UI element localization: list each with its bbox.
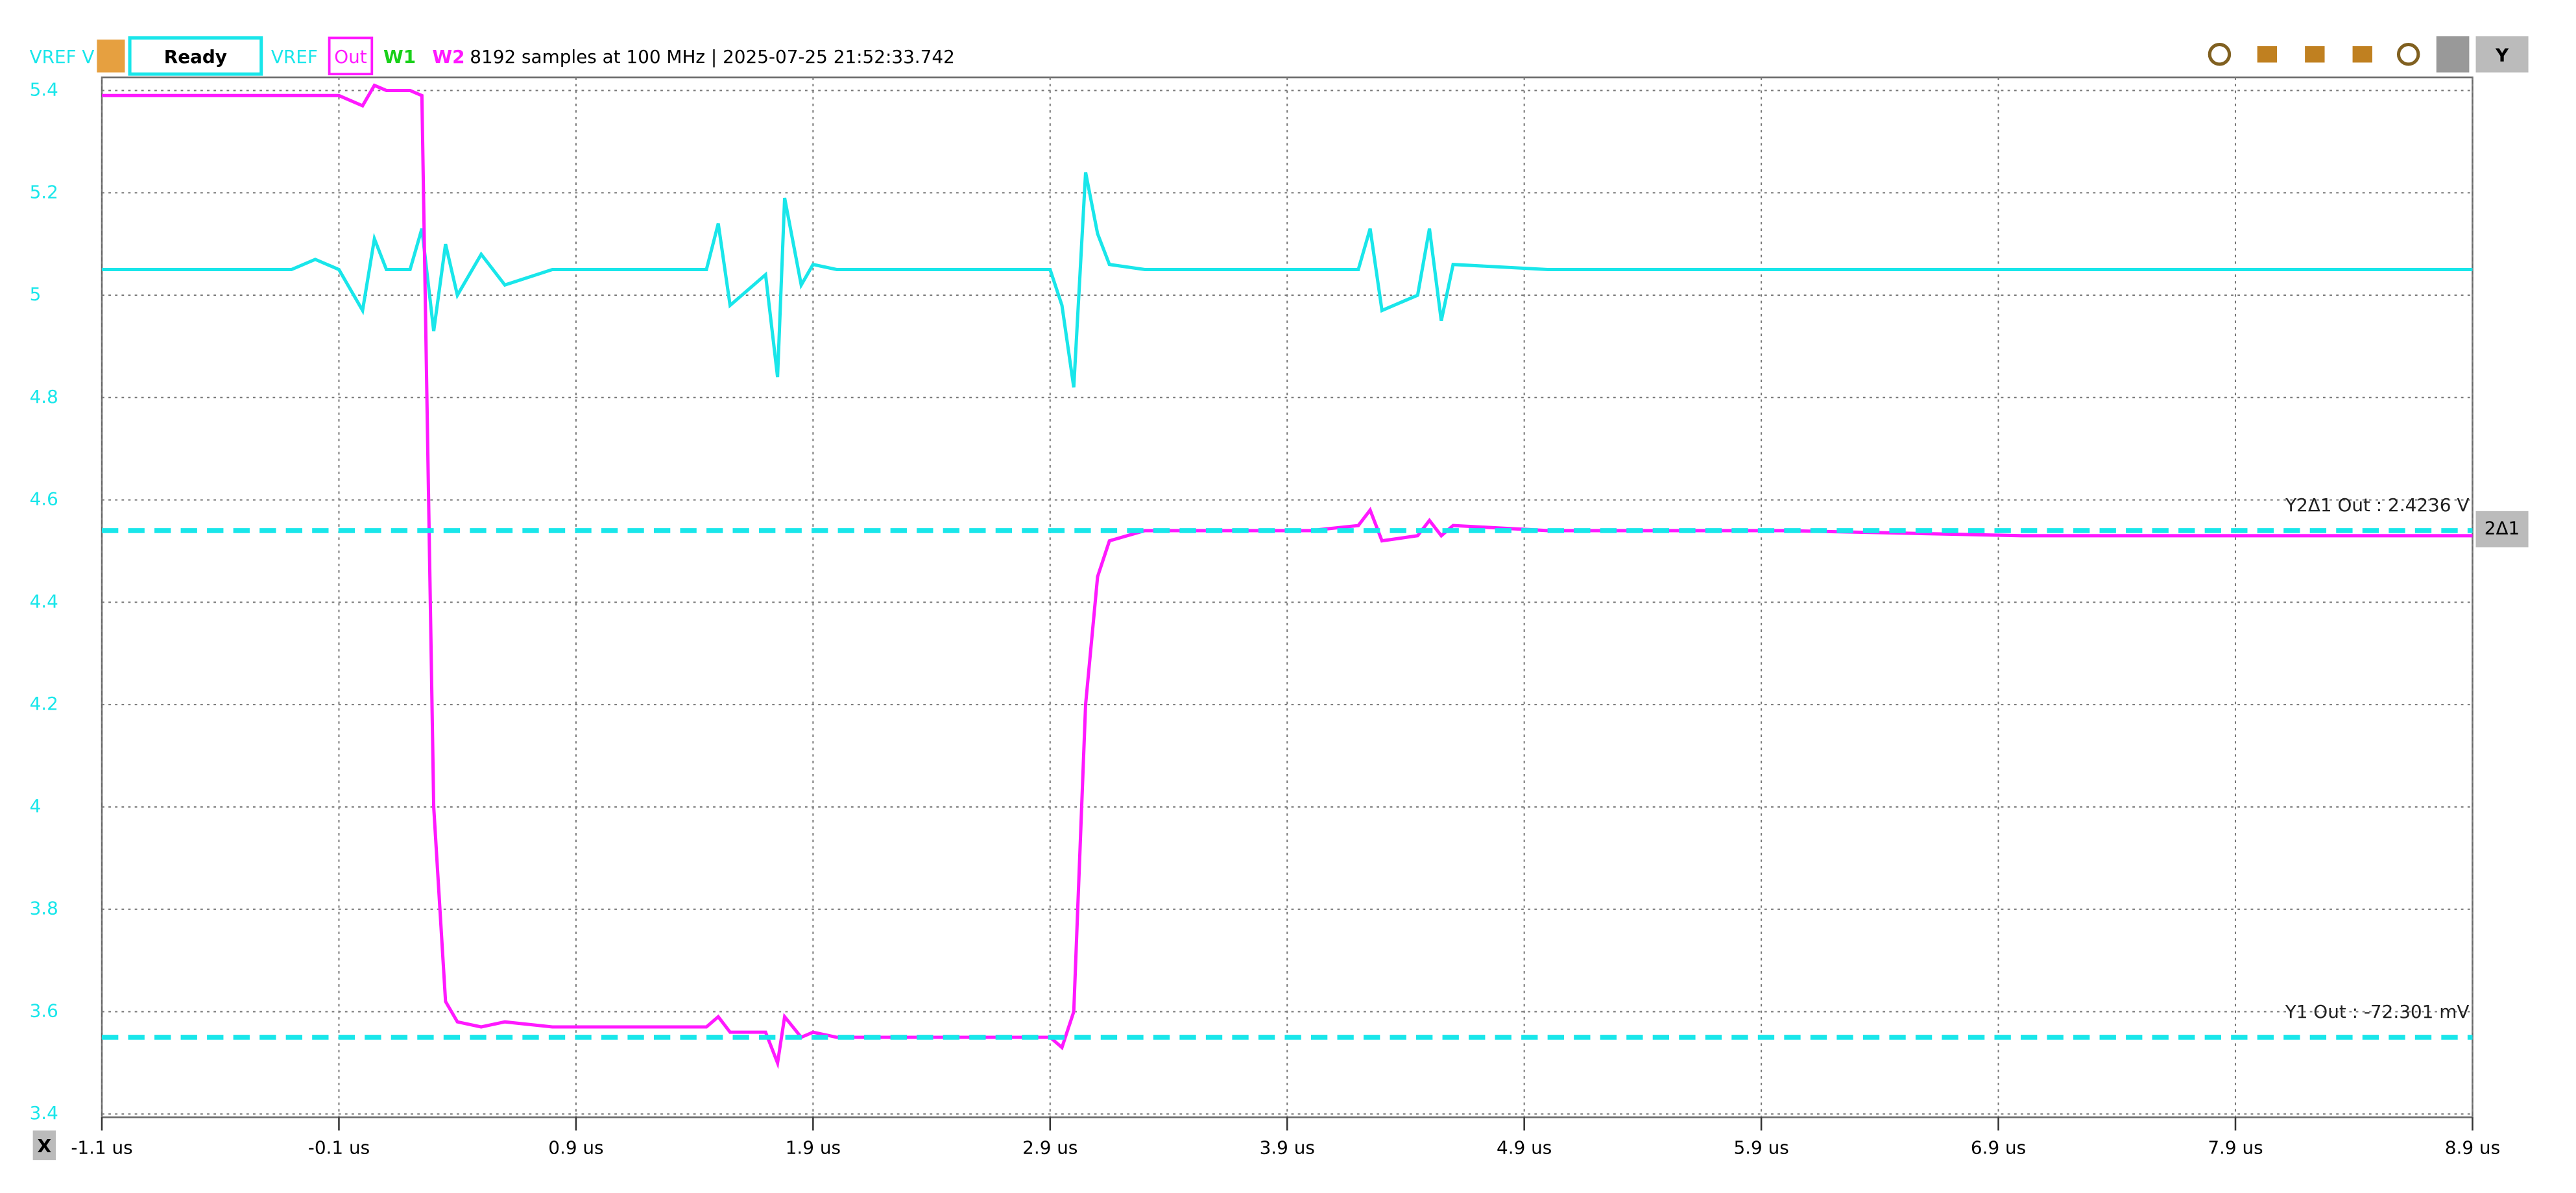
x-tick-label: -1.1 us xyxy=(71,1137,132,1158)
y-tick-label: 3.4 xyxy=(30,1102,58,1124)
toolbar-icons xyxy=(2208,36,2470,73)
x-tick-label: 5.9 us xyxy=(1733,1137,1788,1158)
channel-box xyxy=(328,36,374,76)
y-tick-label: 3.8 xyxy=(30,898,58,919)
x-tick-label: 6.9 us xyxy=(1971,1137,2026,1158)
labels: 3.4 3.6 3.8 4 4.2 4.4 4.6 4.8 5 5.2 5.4 -1.1 us -0.1… xyxy=(30,78,2501,1158)
x-tick-label: 0.9 us xyxy=(548,1137,603,1158)
x-tick-label: 4.9 us xyxy=(1497,1137,1552,1158)
trace xyxy=(102,172,2473,388)
y-tick-label: 4.8 xyxy=(30,386,58,407)
zoom-icon[interactable] xyxy=(2208,43,2232,66)
x-tick-label: 8.9 us xyxy=(2445,1137,2500,1158)
axis-button-label: Y xyxy=(2495,44,2509,66)
cursor-label: Y1 Out : -72.301 mV xyxy=(2285,1001,2470,1022)
settings-button[interactable] xyxy=(2436,36,2470,73)
channel-list: VREF Out W1 W2 xyxy=(271,36,465,76)
x-button-label: X xyxy=(38,1135,51,1157)
x-tick-label: -0.1 us xyxy=(308,1137,370,1158)
cursor-label: Y2Δ1 Out : 2.4236 V xyxy=(2285,494,2469,516)
trace xyxy=(102,83,2473,1070)
status-box xyxy=(128,36,263,76)
channel-label: VREF xyxy=(271,46,318,67)
zoom-icon[interactable] xyxy=(2396,43,2420,66)
cursor-button-label: 2Δ1 xyxy=(2485,518,2520,539)
y-tick-label: 5 xyxy=(30,283,42,305)
x-tick-label: 1.9 us xyxy=(786,1137,841,1158)
cursor-icon[interactable] xyxy=(2352,46,2372,63)
x-tick-label: 7.9 us xyxy=(2208,1137,2263,1158)
x-tick-label: 2.9 us xyxy=(1022,1137,1077,1158)
status: Ready xyxy=(164,46,227,67)
capture-info: 8192 samples at 100 MHz | 2025-07-25 21:… xyxy=(470,46,954,67)
channel-axis-label: VREF V xyxy=(30,46,95,67)
cursor-button[interactable] xyxy=(2475,511,2529,548)
x-tick-label: 3.9 us xyxy=(1260,1137,1315,1158)
y-tick-label: 4 xyxy=(30,795,42,817)
channel-label: W2 xyxy=(432,46,464,67)
axis-button[interactable] xyxy=(2475,36,2529,73)
y-tick-label: 5.4 xyxy=(30,78,58,100)
channel-label: Out xyxy=(334,46,367,67)
traces xyxy=(102,83,2473,1070)
y-tick-label: 4.2 xyxy=(30,693,58,714)
run-button[interactable] xyxy=(97,39,125,73)
grid xyxy=(101,77,2474,1131)
y-tick-label: 4.6 xyxy=(30,488,58,510)
x-button[interactable] xyxy=(32,1130,56,1161)
y-tick-label: 3.6 xyxy=(30,1000,58,1021)
channel-label: W1 xyxy=(383,46,416,67)
cursor-icon[interactable] xyxy=(2257,46,2278,63)
y-tick-label: 5.2 xyxy=(30,181,58,202)
y-tick-label: 4.4 xyxy=(30,590,58,612)
cursor-icon[interactable] xyxy=(2305,46,2325,63)
